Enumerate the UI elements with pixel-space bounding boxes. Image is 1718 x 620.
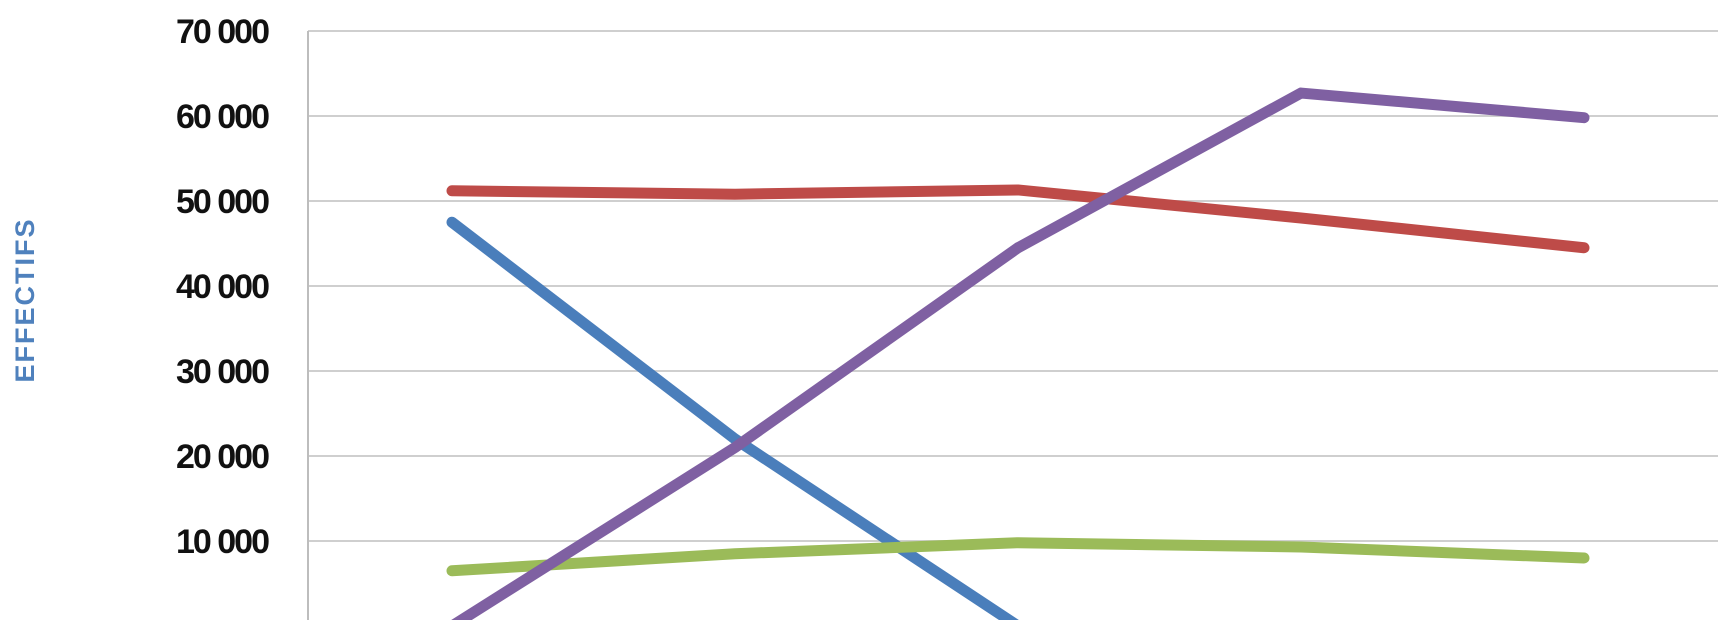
- y-tick-label: 50 000: [176, 183, 269, 221]
- y-tick-label: 60 000: [176, 98, 269, 136]
- data-point: [1583, 247, 1585, 249]
- data-point: [451, 221, 453, 223]
- series-lines: [446, 87, 1590, 620]
- data-point: [1583, 557, 1585, 559]
- data-point: [1300, 92, 1302, 94]
- data-point: [1583, 117, 1585, 119]
- data-point: [451, 570, 453, 572]
- data-point: [451, 190, 453, 192]
- data-point: [734, 193, 736, 195]
- data-point: [1017, 247, 1019, 249]
- data-point: [734, 447, 736, 448]
- data-point: [1017, 542, 1019, 544]
- data-point: [734, 553, 736, 555]
- y-tick-label: 20 000: [176, 438, 269, 476]
- series-line-3: [446, 537, 1590, 577]
- data-point: [1017, 189, 1019, 191]
- data-point: [734, 438, 736, 440]
- y-tick-labels: 10 000 20 000 30 000 40 000 50 000 60 000 70 0…: [176, 13, 271, 561]
- y-tick-label: 40 000: [176, 268, 269, 306]
- y-tick-label: 10 000: [176, 523, 269, 561]
- y-tick-label: 70 000: [176, 13, 269, 51]
- series-line-1: [446, 216, 1019, 620]
- y-axis-title: EFFECTIFS: [10, 218, 40, 383]
- data-point: [1300, 217, 1302, 219]
- y-tick-label: 30 000: [176, 353, 269, 391]
- data-point: [1300, 546, 1302, 548]
- series-line-2: [446, 184, 1590, 254]
